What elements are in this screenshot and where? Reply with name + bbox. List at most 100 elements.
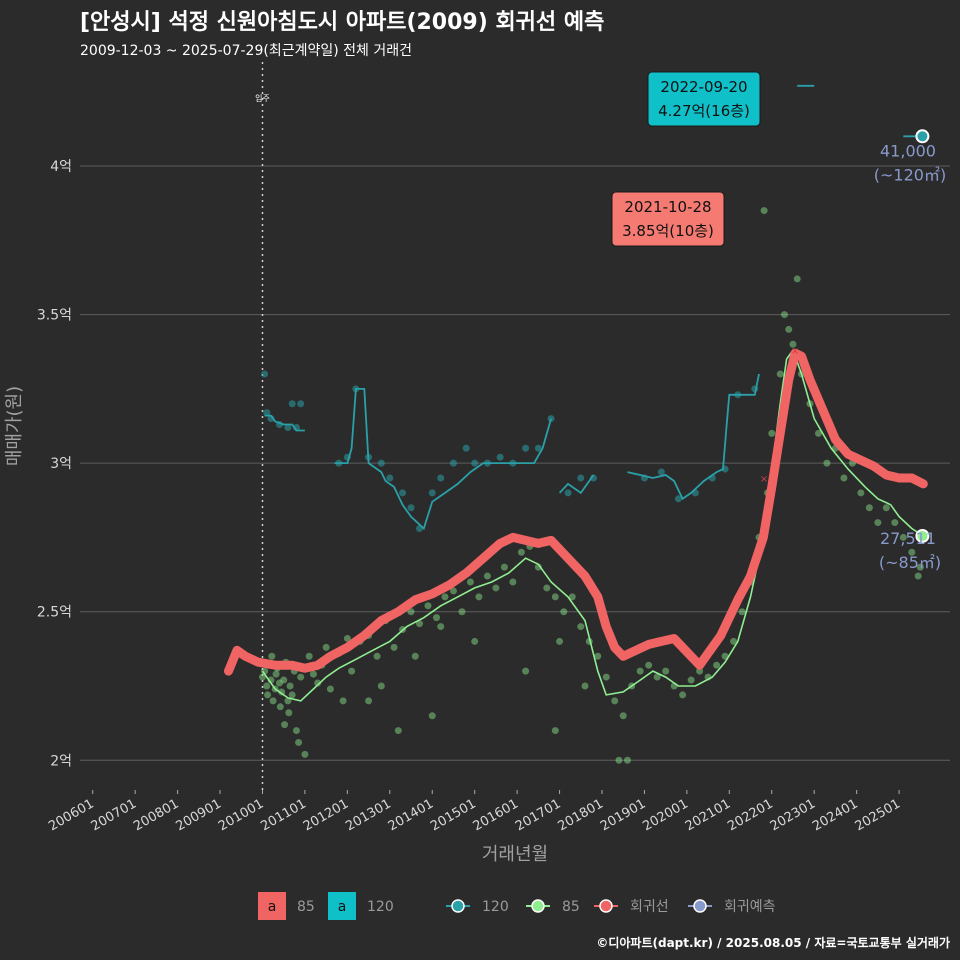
data-point-85: [268, 652, 276, 660]
legend-marker-3: [693, 899, 707, 913]
y-tick-label: 4억: [50, 159, 72, 175]
data-point-85: [286, 682, 294, 690]
data-point-85: [276, 703, 284, 711]
annotation-price: 4.27억(16층): [658, 102, 750, 120]
data-point-85: [258, 673, 266, 681]
data-point-85: [823, 459, 831, 467]
forecast-marker-120: [915, 129, 930, 144]
legend-marker-0: [451, 899, 465, 913]
forecast-marker-85: [915, 528, 930, 543]
data-point-85: [475, 593, 483, 601]
data-point-85: [645, 661, 653, 669]
data-point-85: [857, 489, 865, 497]
data-point-85: [280, 676, 288, 684]
data-point-85: [908, 548, 916, 556]
data-point-85: [373, 652, 381, 660]
data-point-85: [662, 667, 670, 675]
data-point-85: [309, 670, 317, 678]
series-line-120: [558, 474, 595, 495]
data-point-120: [471, 459, 479, 467]
peak-marker: ×: [760, 474, 768, 485]
data-point-85: [437, 623, 445, 631]
data-point-85: [390, 643, 398, 651]
data-point-85: [295, 738, 303, 746]
data-point-85: [377, 682, 385, 690]
data-point-85: [458, 608, 466, 616]
data-point-120: [437, 474, 445, 482]
x-tick-label: 201901: [598, 796, 648, 834]
series-line-120: [334, 388, 552, 531]
data-point-85: [343, 634, 351, 642]
data-point-85: [916, 563, 924, 571]
data-point-85: [471, 637, 479, 645]
data-point-120: [377, 459, 385, 467]
data-point-85: [285, 709, 293, 717]
data-point-85: [449, 587, 457, 595]
forecast-value-label: 41,000: [880, 141, 936, 160]
data-point-85: [581, 682, 589, 690]
data-point-85: [814, 429, 822, 437]
x-tick-label: 202501: [853, 796, 903, 834]
data-point-120: [577, 474, 585, 482]
data-point-85: [785, 325, 793, 333]
data-point-85: [522, 667, 530, 675]
data-point-120: [674, 495, 682, 503]
legend-label-2: 회귀선: [630, 899, 669, 915]
data-point-85: [891, 519, 899, 527]
x-tick-label: 200901: [174, 796, 224, 834]
data-point-85: [424, 602, 432, 610]
x-tick-label: 202201: [725, 796, 775, 834]
data-point-85: [432, 614, 440, 622]
data-point-85: [780, 311, 788, 319]
data-point-120: [263, 409, 271, 417]
y-tick-label: 3억: [50, 456, 72, 472]
data-point-85: [297, 673, 305, 681]
data-point-85: [713, 661, 721, 669]
data-point-85: [568, 593, 576, 601]
data-point-120: [449, 459, 457, 467]
data-point-85: [288, 691, 296, 699]
data-point-85: [789, 340, 797, 348]
data-point-85: [281, 721, 289, 729]
legend-label-120-area: 120: [367, 899, 394, 915]
data-point-85: [687, 676, 695, 684]
legend-key-120-area: [328, 892, 356, 920]
data-point-85: [509, 578, 517, 586]
series-line-120: [627, 373, 760, 501]
data-point-85: [556, 637, 564, 645]
y-axis-title: 매매가(원): [4, 386, 25, 466]
data-point-85: [269, 697, 277, 705]
x-tick-label: 202001: [640, 796, 690, 834]
data-point-85: [305, 652, 313, 660]
data-point-85: [365, 697, 373, 705]
data-point-120: [564, 489, 572, 497]
credit-line: ©디아파트(dapt.kr) / 2025.08.05 / 자료=국토교통부 실…: [596, 936, 950, 950]
data-point-120: [261, 370, 269, 378]
data-point-120: [462, 444, 470, 452]
data-point-85: [738, 608, 746, 616]
x-tick-label: 200701: [89, 796, 139, 834]
data-point-85: [407, 608, 415, 616]
data-point-85: [619, 712, 627, 720]
x-tick-label: 200601: [46, 796, 96, 834]
chart-title: [안성시] 석정 신원아침도시 아파트(2009) 회귀선 예측: [80, 10, 605, 35]
data-point-85: [301, 750, 309, 758]
data-point-85: [416, 620, 424, 628]
series-line-85: [261, 348, 924, 702]
y-tick-label: 2억: [50, 753, 72, 769]
data-point-85: [615, 756, 623, 764]
legend-key-85-letter: a: [268, 899, 277, 915]
data-point-120: [284, 423, 292, 431]
data-point-85: [492, 584, 500, 592]
legend-label-0: 120: [482, 899, 509, 915]
y-tick-label: 3.5억: [37, 308, 72, 324]
annotation-box: [647, 71, 761, 127]
data-point-120: [428, 489, 436, 497]
data-point-120: [534, 444, 542, 452]
chart-subtitle: 2009-12-03 ~ 2025-07-29(최근계약일) 전체 거래건: [80, 43, 412, 59]
data-point-85: [696, 667, 704, 675]
forecast-value-label: 27,511: [880, 529, 936, 548]
data-point-85: [874, 519, 882, 527]
data-point-85: [326, 685, 334, 693]
data-point-85: [865, 504, 873, 512]
